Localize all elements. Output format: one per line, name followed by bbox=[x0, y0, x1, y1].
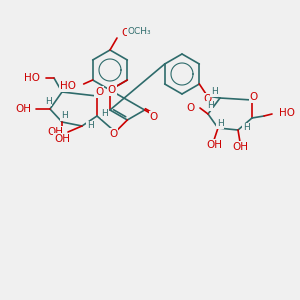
Text: O: O bbox=[187, 103, 195, 113]
Text: OH: OH bbox=[15, 104, 31, 114]
Text: HO: HO bbox=[279, 108, 295, 118]
Text: OH: OH bbox=[47, 127, 63, 137]
Text: O: O bbox=[108, 85, 116, 95]
Text: HO: HO bbox=[60, 81, 76, 91]
Text: H: H bbox=[207, 101, 213, 110]
Text: O: O bbox=[203, 94, 212, 104]
Text: OH: OH bbox=[54, 134, 70, 144]
Text: HO: HO bbox=[24, 73, 40, 83]
Text: H: H bbox=[243, 124, 249, 133]
Text: H: H bbox=[45, 97, 51, 106]
Text: O: O bbox=[109, 129, 117, 139]
Text: H: H bbox=[217, 119, 224, 128]
Text: H: H bbox=[211, 88, 218, 97]
Text: OCH₃: OCH₃ bbox=[128, 26, 152, 35]
Text: O: O bbox=[121, 28, 129, 38]
Text: OH: OH bbox=[232, 142, 248, 152]
Text: O: O bbox=[250, 92, 258, 102]
Text: O: O bbox=[150, 112, 158, 122]
Text: H: H bbox=[102, 110, 108, 118]
Text: OH: OH bbox=[206, 140, 222, 150]
Text: H: H bbox=[61, 112, 68, 121]
Text: CH₃: CH₃ bbox=[132, 26, 148, 35]
Text: O: O bbox=[95, 87, 103, 97]
Text: H: H bbox=[87, 122, 93, 130]
